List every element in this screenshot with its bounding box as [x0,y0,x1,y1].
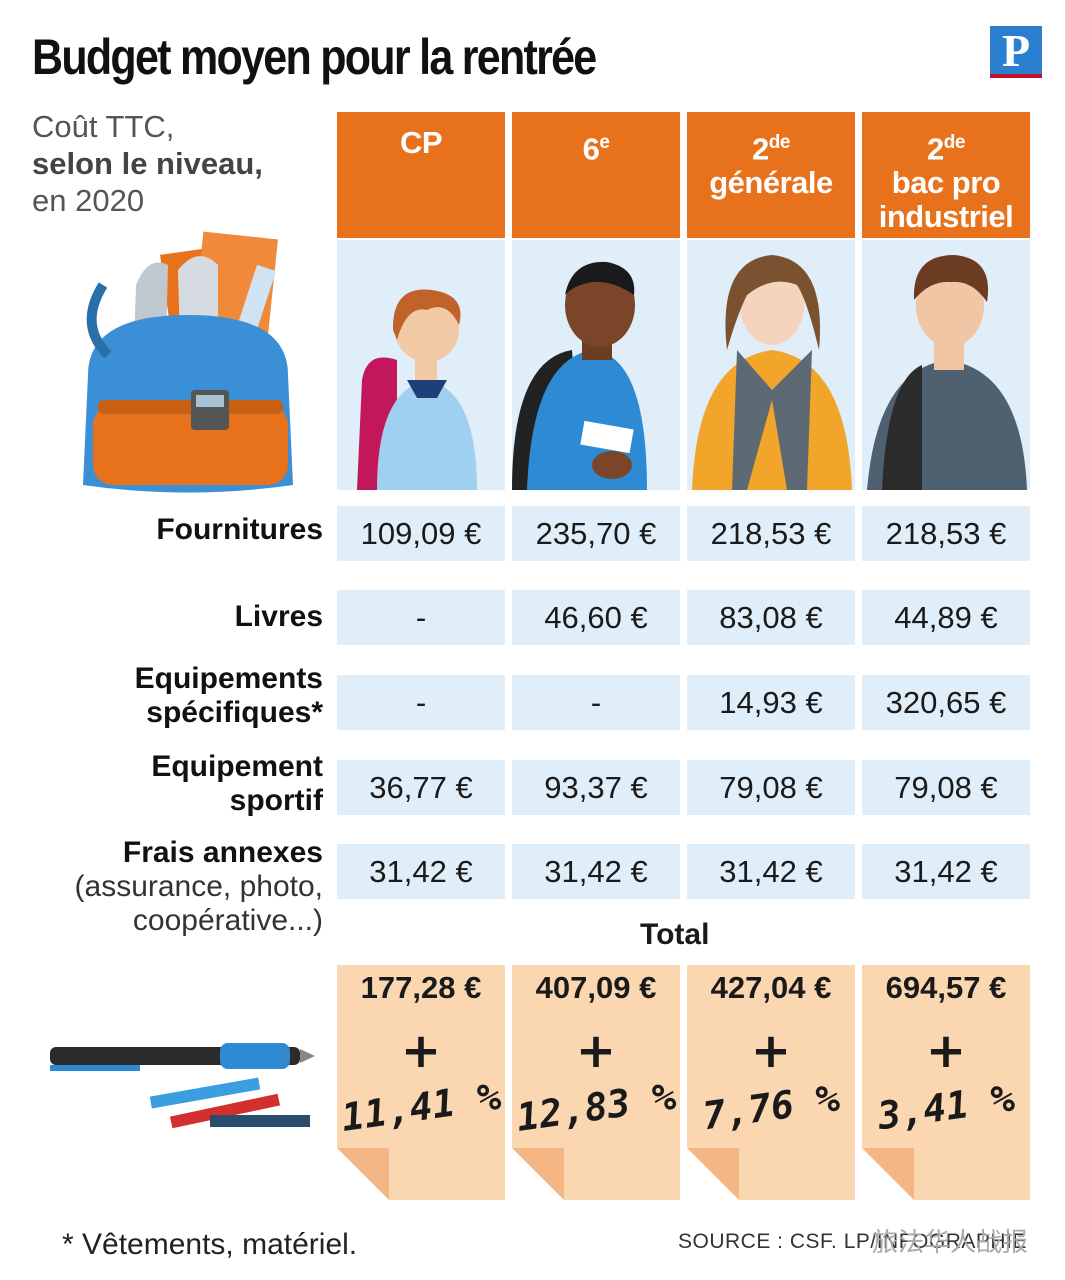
student-illustration-2de-bac-pro [862,240,1030,490]
cell-frais-2de-bac-pro: 31,42 € [862,844,1030,899]
cell-sportif-2de-bac-pro: 79,08 € [862,760,1030,815]
cell-fournitures-6e: 235,70 € [512,506,680,561]
change-value-6e: 12,83 % [513,1074,679,1140]
total-note-2de-bac-pro: 694,57 € + 3,41 % [862,965,1030,1200]
cell-livres-2de-bac-pro: 44,89 € [862,590,1030,645]
cell-livres-6e: 46,60 € [512,590,680,645]
cell-equipements-2de-bac-pro: 320,65 € [862,675,1030,730]
row-label-frais-annexes: Frais annexes (assurance, photo, coopéra… [74,836,323,937]
change-value-cp: 11,41 % [338,1074,504,1140]
pens-illustration [50,1043,315,1129]
column-header-cp: CP [337,112,505,238]
total-note-2de-generale: 427,04 € + 7,76 % [687,965,855,1200]
cell-fournitures-2de-bac-pro: 218,53 € [862,506,1030,561]
cell-fournitures-cp: 109,09 € [337,506,505,561]
row-label-equipement-sportif: Equipement sportif [151,750,323,817]
page-curl [862,1148,914,1200]
change-value-2de-generale: 7,76 % [699,1075,843,1139]
total-label: Total [640,918,710,951]
subtitle-line: en 2020 [32,183,145,218]
cell-equipements-cp: - [337,675,505,730]
cell-sportif-6e: 93,37 € [512,760,680,815]
cell-frais-2de-generale: 31,42 € [687,844,855,899]
backpack-illustration [83,231,293,493]
cell-sportif-cp: 36,77 € [337,760,505,815]
page-curl [512,1148,564,1200]
plus-sign: + [400,1023,442,1079]
row-label-fournitures: Fournitures [156,513,323,546]
change-value-2de-bac-pro: 3,41 % [874,1075,1018,1139]
chart-subtitle: Coût TTC, selon le niveau, en 2020 [32,108,263,219]
plus-sign: + [925,1023,967,1079]
subtitle-line-bold: selon le niveau, [32,146,263,181]
total-note-6e: 407,09 € + 12,83 % [512,965,680,1200]
cell-livres-cp: - [337,590,505,645]
cell-livres-2de-generale: 83,08 € [687,590,855,645]
student-illustration-cp [337,240,505,490]
footnote: * Vêtements, matériel. [62,1228,358,1261]
row-label-livres: Livres [234,600,323,633]
cell-sportif-2de-generale: 79,08 € [687,760,855,815]
cell-equipements-6e: - [512,675,680,730]
plus-sign: + [575,1023,617,1079]
cell-frais-6e: 31,42 € [512,844,680,899]
source-credit: SOURCE : CSF. LP/INFOGRAPHIE [678,1230,1027,1253]
student-illustration-6e [512,240,680,490]
student-illustration-2de-generale [687,240,855,490]
column-header-6e: 6e [512,112,680,238]
total-value-cp: 177,28 € [360,970,482,1005]
publisher-logo: P [990,26,1042,78]
subtitle-line: Coût TTC, [32,109,175,144]
total-value-2de-generale: 427,04 € [710,970,832,1005]
page-curl [337,1148,389,1200]
page-title: Budget moyen pour la rentrée [32,29,597,85]
cell-frais-cp: 31,42 € [337,844,505,899]
total-value-6e: 407,09 € [535,970,657,1005]
page-curl [687,1148,739,1200]
total-note-cp: 177,28 € + 11,41 % [337,965,505,1200]
row-label-equipements-specifiques: Equipements spécifiques* [134,662,323,729]
watermark: 旅法华人战报 [872,1227,1029,1257]
cell-fournitures-2de-generale: 218,53 € [687,506,855,561]
column-header-2de-bac-pro: 2de bac pro industriel [862,112,1030,238]
total-value-2de-bac-pro: 694,57 € [885,970,1007,1005]
cell-equipements-2de-generale: 14,93 € [687,675,855,730]
column-header-2de-generale: 2de générale [687,112,855,238]
plus-sign: + [750,1023,792,1079]
